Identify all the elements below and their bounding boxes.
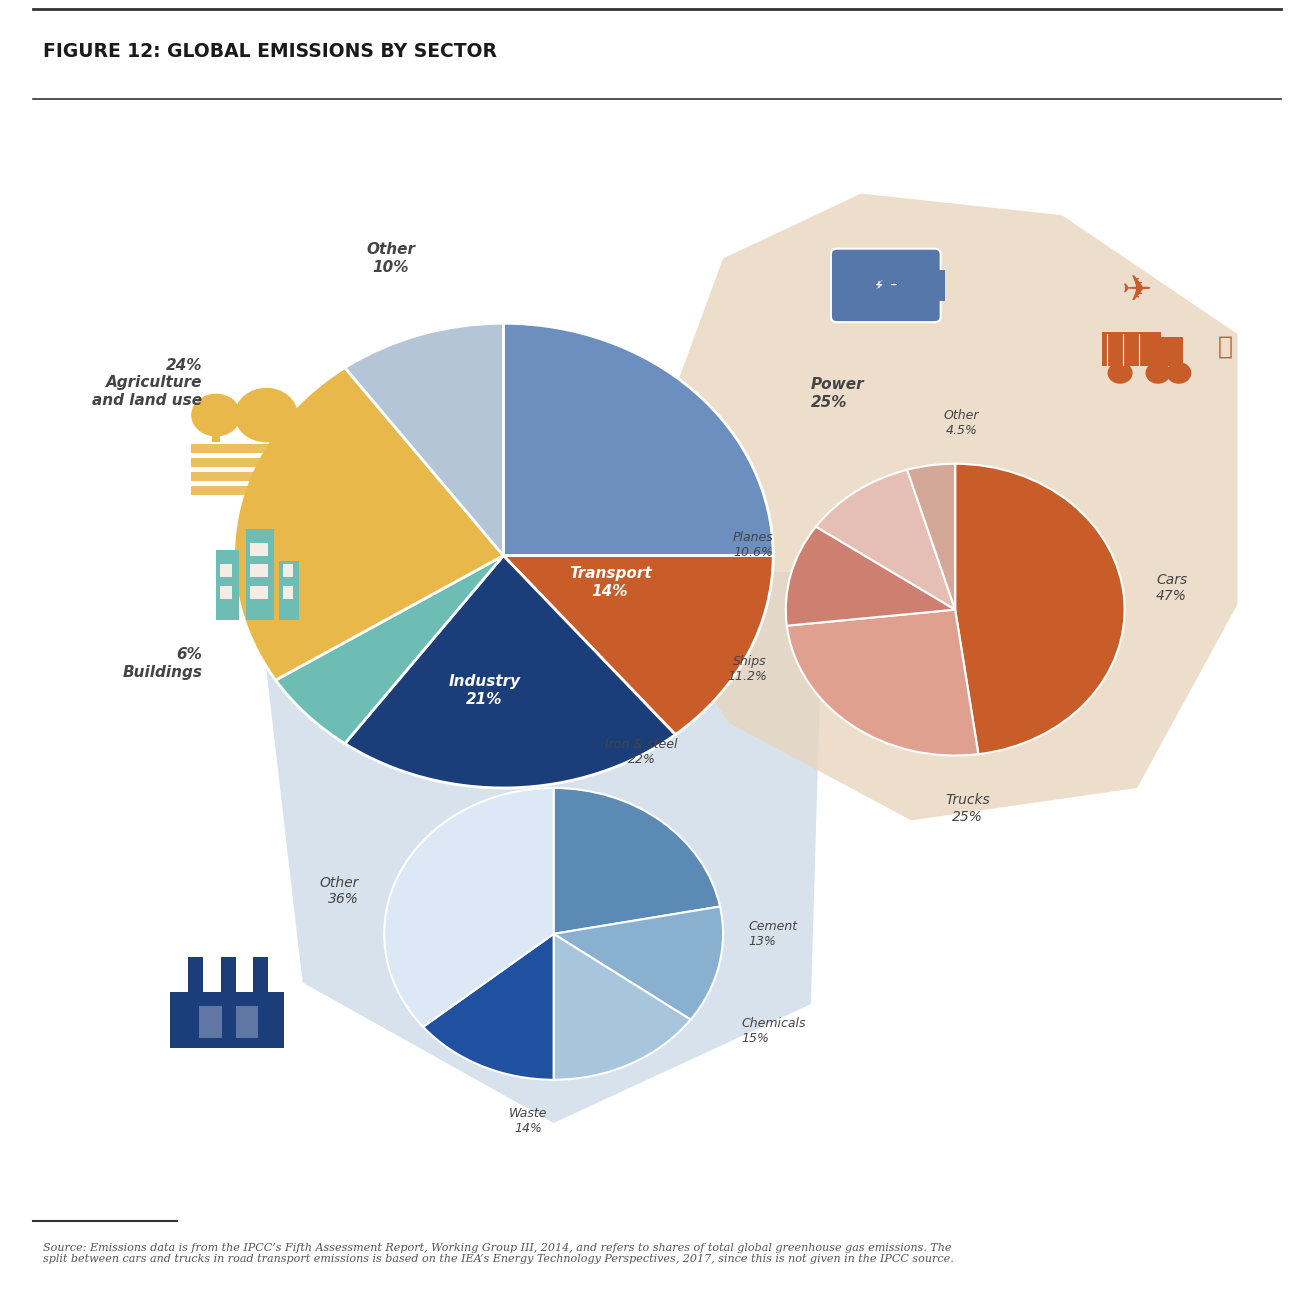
- Bar: [191, 458, 298, 466]
- Wedge shape: [553, 789, 720, 934]
- Wedge shape: [786, 527, 955, 626]
- Text: Other
4.5%: Other 4.5%: [943, 409, 979, 436]
- Wedge shape: [384, 789, 553, 1027]
- Text: ✈: ✈: [1122, 274, 1152, 308]
- Bar: [191, 473, 298, 481]
- Bar: [213, 418, 219, 443]
- Bar: [250, 565, 268, 578]
- Bar: [1102, 331, 1160, 367]
- Wedge shape: [423, 934, 553, 1079]
- Text: Iron & steel
22%: Iron & steel 22%: [606, 739, 678, 766]
- Text: Trucks
25%: Trucks 25%: [945, 794, 991, 824]
- Bar: [246, 528, 273, 621]
- Wedge shape: [276, 555, 503, 744]
- Bar: [934, 270, 946, 301]
- Text: Waste
14%: Waste 14%: [510, 1107, 548, 1134]
- Text: Other
36%: Other 36%: [319, 875, 359, 905]
- Bar: [250, 542, 268, 555]
- Wedge shape: [234, 368, 503, 680]
- Wedge shape: [503, 324, 773, 555]
- Circle shape: [235, 388, 298, 443]
- Text: FIGURE 12: GLOBAL EMISSIONS BY SECTOR: FIGURE 12: GLOBAL EMISSIONS BY SECTOR: [43, 42, 498, 62]
- Text: 🚢: 🚢: [1218, 335, 1233, 359]
- Circle shape: [1108, 362, 1133, 384]
- Bar: [279, 561, 298, 621]
- Bar: [235, 1006, 259, 1038]
- Bar: [1160, 337, 1184, 367]
- FancyBboxPatch shape: [830, 249, 941, 322]
- Circle shape: [1146, 362, 1171, 384]
- Wedge shape: [503, 555, 773, 735]
- Bar: [191, 486, 298, 495]
- Text: Cars
47%: Cars 47%: [1156, 572, 1188, 603]
- Circle shape: [1167, 362, 1192, 384]
- Bar: [198, 1006, 222, 1038]
- Polygon shape: [252, 550, 824, 1123]
- Bar: [283, 586, 293, 599]
- Text: 24%
Agriculture
and land use: 24% Agriculture and land use: [92, 358, 202, 407]
- Bar: [254, 958, 268, 992]
- Text: Industry
21%: Industry 21%: [448, 675, 520, 707]
- Bar: [283, 565, 293, 578]
- Text: Cement
13%: Cement 13%: [748, 920, 798, 948]
- Bar: [188, 958, 202, 992]
- Text: Transport
14%: Transport 14%: [569, 566, 652, 599]
- Text: Power
25%: Power 25%: [811, 377, 865, 410]
- Wedge shape: [553, 907, 723, 1019]
- Bar: [263, 418, 269, 443]
- Text: Other
10%: Other 10%: [367, 242, 415, 275]
- Wedge shape: [816, 470, 955, 609]
- Text: Ships
11.2%: Ships 11.2%: [727, 655, 767, 683]
- Wedge shape: [344, 555, 675, 787]
- Bar: [219, 586, 233, 599]
- Bar: [250, 586, 268, 599]
- Text: Source: Emissions data is from the IPCC’s Fifth Assessment Report, Working Group: Source: Emissions data is from the IPCC’…: [43, 1243, 954, 1264]
- Text: 6%
Buildings: 6% Buildings: [122, 647, 202, 680]
- Bar: [191, 444, 298, 453]
- Text: Chemicals
15%: Chemicals 15%: [742, 1017, 807, 1045]
- Wedge shape: [787, 609, 979, 756]
- Wedge shape: [907, 464, 955, 609]
- Text: +  −: + −: [875, 280, 899, 291]
- Wedge shape: [553, 934, 691, 1079]
- Bar: [171, 992, 284, 1048]
- Bar: [221, 958, 235, 992]
- Bar: [215, 550, 239, 621]
- Polygon shape: [648, 194, 1238, 820]
- Wedge shape: [955, 464, 1125, 755]
- Wedge shape: [344, 324, 503, 555]
- Circle shape: [192, 394, 240, 436]
- Text: Planes
10.6%: Planes 10.6%: [732, 531, 773, 559]
- Bar: [219, 565, 233, 578]
- Text: ⚡: ⚡: [875, 279, 883, 292]
